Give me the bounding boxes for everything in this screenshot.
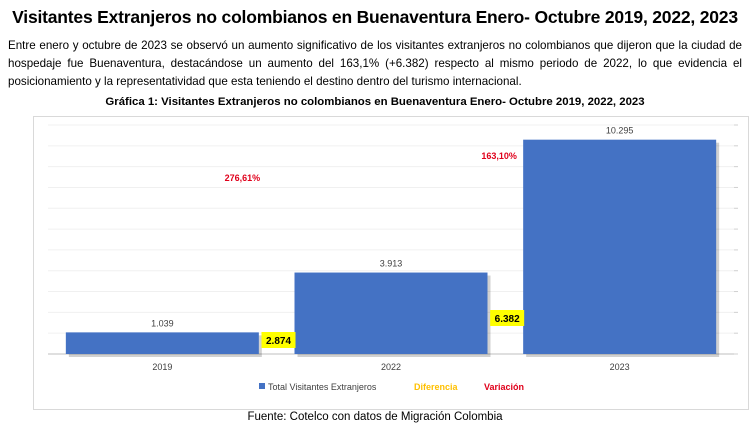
chart-area: 1.039 2019 3.913 2022 10.295 2023 2.874 6.382 27…	[33, 116, 749, 410]
variacion-label: 276,61%	[225, 173, 261, 183]
legend-swatch	[259, 383, 265, 389]
bar-chart: 1.039 2019 3.913 2022 10.295 2023 2.874 6.382 27…	[48, 124, 738, 392]
bar-2019	[65, 332, 259, 354]
data-label-2023: 10.295	[606, 126, 634, 136]
source-note: Fuente: Cotelco con datos de Migración C…	[247, 411, 503, 423]
legend-entry: Variación	[484, 382, 524, 392]
legend-entry: Diferencia	[414, 382, 459, 392]
diferencia-box	[490, 310, 525, 326]
intro-paragraph: Entre enero y octubre de 2023 se observó…	[8, 39, 742, 88]
category-label-2019: 2019	[152, 362, 172, 372]
bar-2023	[523, 139, 717, 354]
diferencia-label: 2.874	[266, 336, 291, 347]
diferencia-label: 6.382	[495, 314, 520, 325]
category-label-2022: 2022	[381, 362, 401, 372]
page-title: Visitantes Extranjeros no colombianos en…	[12, 7, 738, 27]
category-label-2023: 2023	[610, 362, 630, 372]
data-label-2022: 3.913	[380, 259, 403, 269]
diferencia-box	[261, 332, 296, 348]
variacion-label: 163,10%	[481, 151, 517, 161]
chart-title: Gráfica 1: Visitantes Extranjeros no col…	[105, 96, 645, 108]
data-label-2019: 1.039	[151, 318, 174, 328]
bar-2022	[294, 272, 488, 354]
legend-entry: Total Visitantes Extranjeros	[268, 382, 377, 392]
